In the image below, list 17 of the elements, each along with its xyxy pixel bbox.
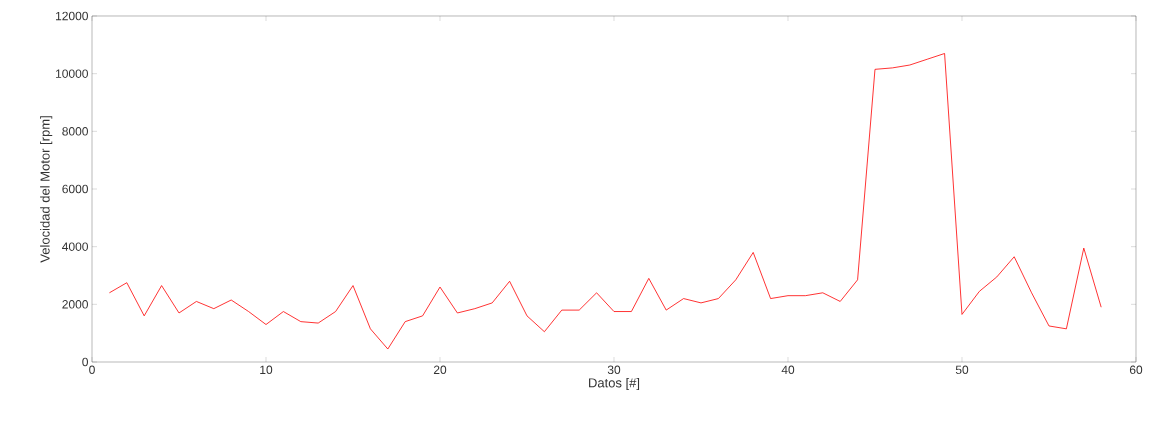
line-series	[109, 53, 1102, 350]
x-tick-label: 50	[955, 365, 969, 375]
x-tick-label: 60	[1129, 365, 1143, 375]
x-tick-label: 10	[260, 365, 273, 375]
y-tick-label: 4000	[62, 242, 88, 251]
y-tick-label: 10000	[56, 69, 88, 78]
y-tick-label: 0	[82, 357, 89, 367]
x-tick-label: 30	[607, 365, 621, 375]
y-tick-label: 2000	[62, 300, 88, 309]
x-tick-label: 40	[781, 365, 795, 375]
y-tick-label: 6000	[62, 184, 88, 194]
x-axis-title: Datos [#]	[589, 377, 640, 391]
x-tick-label: 20	[433, 365, 447, 375]
x-tick-label: 0	[89, 365, 95, 375]
y-axis-title: Velocidad del Motor [rpm]	[40, 116, 53, 263]
y-tick-label: 8000	[62, 127, 88, 136]
y-tick-label: 12000	[56, 11, 88, 21]
